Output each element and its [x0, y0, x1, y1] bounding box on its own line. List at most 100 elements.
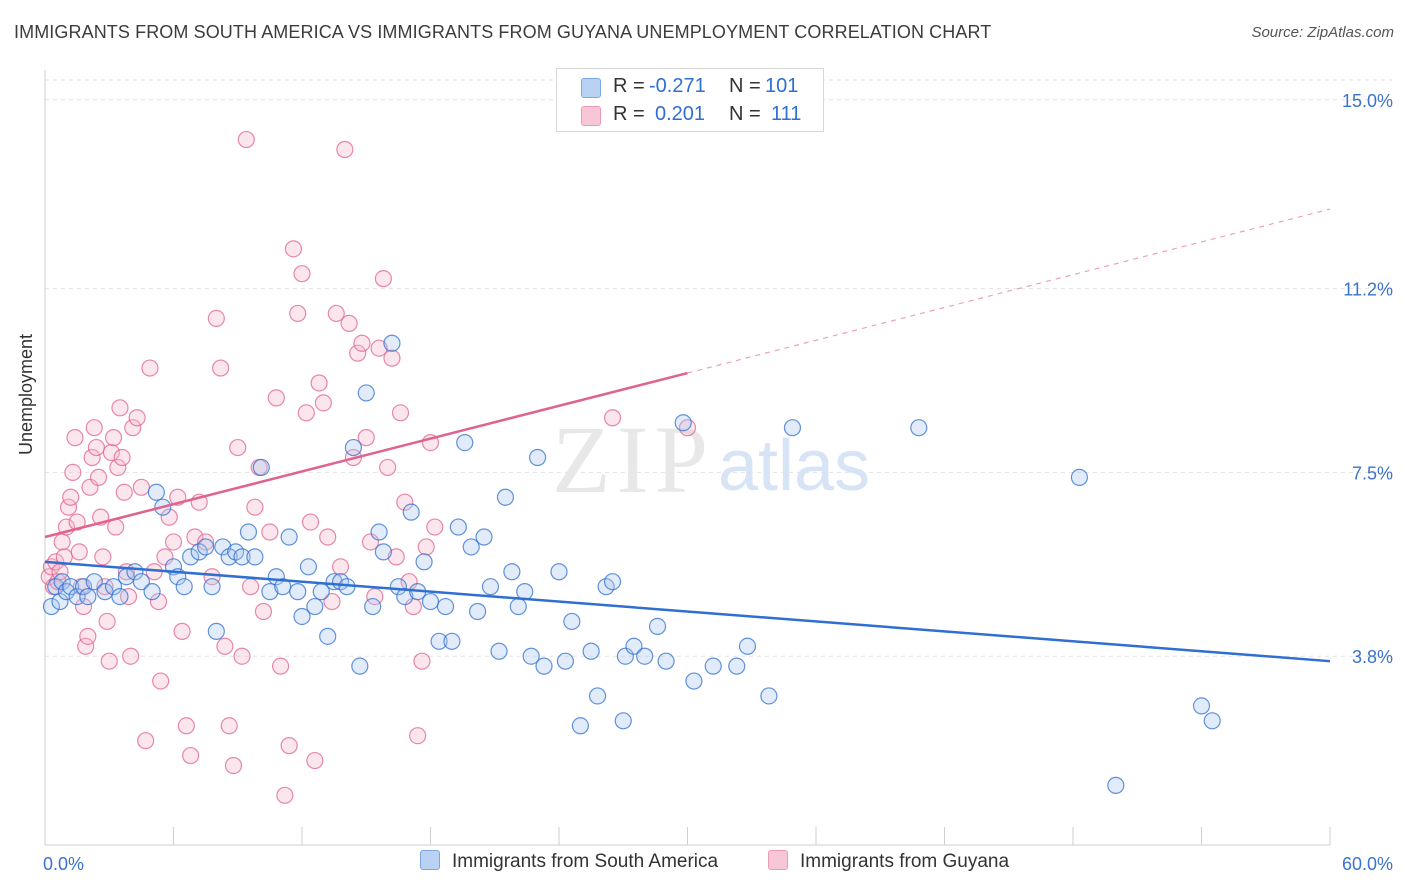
point-south-america — [53, 573, 71, 591]
series-south-america-points — [42, 334, 1221, 794]
point-guyana — [396, 493, 414, 511]
point-south-america — [370, 523, 388, 541]
point-guyana — [301, 513, 320, 531]
point-south-america — [182, 548, 200, 566]
point-south-america — [207, 622, 225, 640]
tick-labels: 3.8% 7.5% 11.2% 15.0% 0.0% 60.0% — [43, 91, 1393, 874]
point-guyana — [83, 448, 101, 467]
point-south-america — [246, 548, 264, 566]
bottom-legend-swatch-pink — [768, 850, 788, 870]
point-south-america — [456, 433, 474, 452]
point-guyana — [280, 737, 298, 755]
point-guyana — [64, 463, 82, 482]
point-guyana — [74, 597, 93, 616]
point-south-america — [203, 578, 221, 596]
watermark: ZIP atlas — [552, 406, 870, 513]
point-guyana — [417, 538, 435, 556]
point-guyana — [229, 438, 247, 457]
point-guyana — [413, 652, 431, 670]
point-guyana — [87, 438, 106, 457]
point-south-america — [1070, 468, 1089, 486]
point-south-america — [556, 652, 575, 670]
point-guyana — [212, 359, 230, 377]
point-guyana — [109, 458, 127, 477]
point-guyana — [374, 270, 392, 288]
point-south-america — [674, 414, 692, 432]
point-guyana — [293, 265, 311, 283]
point-guyana — [383, 349, 401, 367]
point-south-america — [443, 632, 461, 650]
trend-line-guyana — [44, 371, 688, 539]
point-guyana — [89, 468, 108, 486]
point-south-america — [490, 642, 508, 660]
point-south-america — [79, 588, 97, 606]
point-guyana — [68, 513, 86, 531]
point-guyana — [284, 240, 303, 258]
point-south-america — [430, 632, 448, 650]
point-south-america — [74, 578, 93, 596]
point-guyana — [340, 314, 358, 332]
point-guyana — [141, 359, 159, 377]
point-guyana — [289, 304, 307, 323]
point-guyana — [53, 533, 71, 551]
point-guyana — [237, 130, 255, 149]
point-guyana — [111, 399, 129, 417]
point-guyana — [353, 334, 371, 352]
point-south-america — [306, 597, 324, 616]
point-south-america — [738, 637, 757, 655]
point-guyana — [203, 568, 221, 586]
point-south-america — [421, 592, 440, 611]
point-guyana — [132, 478, 150, 496]
point-south-america — [503, 563, 521, 581]
point-guyana — [349, 344, 367, 362]
point-guyana — [220, 717, 238, 735]
point-south-america — [469, 602, 487, 621]
watermark-atlas: atlas — [718, 426, 870, 506]
trend-line-south-america — [44, 560, 1331, 663]
point-south-america — [85, 573, 103, 591]
point-guyana — [242, 578, 260, 596]
point-south-america — [143, 583, 161, 601]
point-guyana — [409, 727, 427, 745]
axes — [44, 70, 1331, 846]
point-south-america — [910, 419, 928, 437]
point-south-america — [344, 438, 362, 457]
point-guyana — [152, 672, 170, 690]
point-south-america — [111, 588, 129, 606]
bottom-legend-swatch-blue — [420, 850, 440, 870]
point-south-america — [415, 553, 433, 571]
point-guyana — [246, 498, 264, 516]
point-south-america — [1107, 776, 1125, 794]
legend-n-label: N = — [729, 103, 761, 125]
legend-r-value: 0.201 — [655, 103, 706, 125]
point-guyana — [327, 304, 345, 323]
point-guyana — [102, 443, 120, 462]
legend-swatch-pink — [581, 106, 601, 126]
point-south-america — [783, 419, 802, 437]
point-guyana — [267, 389, 285, 407]
point-south-america — [239, 523, 258, 541]
point-guyana — [104, 429, 123, 447]
trend-lines — [44, 208, 1331, 663]
point-guyana — [182, 746, 200, 765]
point-guyana — [173, 622, 191, 640]
legend-swatch-blue — [581, 78, 601, 98]
point-guyana — [62, 488, 80, 506]
point-south-america — [261, 583, 279, 601]
point-guyana — [310, 374, 328, 392]
x-tick-label: 60.0% — [1342, 854, 1393, 874]
y-axis-title: Unemployment — [16, 333, 36, 455]
point-south-america — [436, 597, 455, 616]
point-south-america — [1203, 712, 1221, 730]
point-south-america — [175, 578, 193, 596]
point-guyana — [370, 339, 388, 357]
point-guyana — [603, 409, 622, 427]
point-south-america — [51, 592, 69, 611]
point-south-america — [62, 578, 80, 596]
point-south-america — [299, 558, 318, 576]
point-south-america — [509, 597, 527, 616]
point-south-america — [147, 483, 165, 501]
point-south-america — [402, 503, 420, 521]
point-guyana — [197, 533, 215, 551]
